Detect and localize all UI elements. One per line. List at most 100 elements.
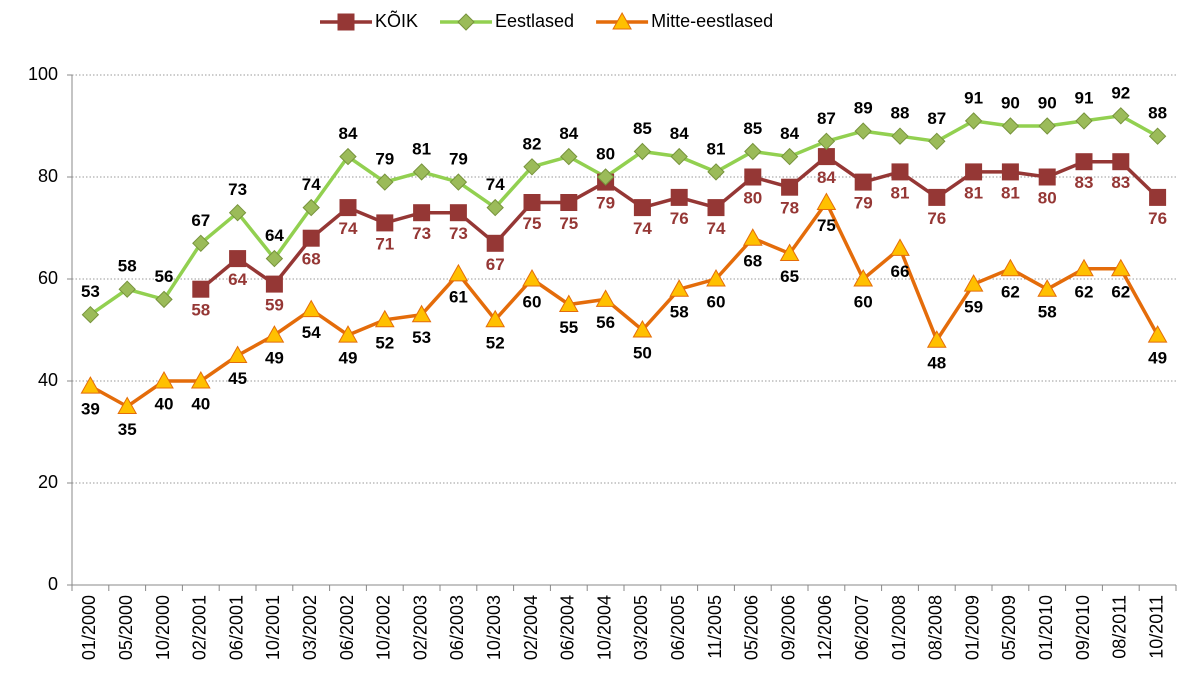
data-point <box>964 112 983 130</box>
data-point <box>374 309 395 328</box>
y-tick-label: 100 <box>28 64 58 84</box>
series-line <box>89 113 1159 317</box>
data-label: 71 <box>375 234 394 253</box>
data-point <box>411 304 432 323</box>
data-point <box>486 234 504 252</box>
data-label: 73 <box>412 224 431 243</box>
data-label: 89 <box>854 99 873 118</box>
data-label: 83 <box>1075 173 1094 192</box>
data-label: 74 <box>707 219 726 238</box>
x-tick-label: 02/2001 <box>190 595 210 660</box>
data-point <box>853 268 874 287</box>
data-point <box>1147 325 1168 343</box>
data-label: 87 <box>817 109 836 128</box>
data-point <box>890 238 910 256</box>
legend-marker <box>457 13 475 31</box>
data-point <box>190 370 211 389</box>
x-tick-label: 09/2010 <box>1073 595 1093 660</box>
x-tick-label: 06/2003 <box>447 595 467 660</box>
data-label: 39 <box>81 400 100 419</box>
data-point <box>1038 117 1056 135</box>
data-point <box>81 305 100 324</box>
data-label: 58 <box>191 301 210 320</box>
data-point <box>669 279 690 297</box>
data-point <box>854 122 872 140</box>
data-label: 67 <box>486 255 505 274</box>
x-tick-label: 10/2000 <box>153 595 173 660</box>
data-label: 53 <box>81 282 100 301</box>
data-point <box>1148 127 1167 145</box>
data-point <box>117 396 138 414</box>
data-point <box>80 376 101 394</box>
data-label: 75 <box>523 214 542 233</box>
data-label: 58 <box>670 303 689 322</box>
data-point <box>1149 188 1167 206</box>
data-label: 81 <box>707 139 726 158</box>
data-point <box>965 163 983 181</box>
data-point <box>1001 163 1019 181</box>
data-point <box>744 142 762 161</box>
x-tick-label: 02/2003 <box>410 595 430 660</box>
data-point <box>817 148 835 166</box>
data-point <box>523 194 541 211</box>
data-point <box>339 199 357 217</box>
y-tick-label: 60 <box>38 268 58 288</box>
data-point <box>633 142 652 161</box>
data-point <box>338 325 358 343</box>
data-point <box>780 147 799 166</box>
data-label: 68 <box>302 250 321 269</box>
data-label: 87 <box>927 109 946 128</box>
data-label: 79 <box>854 194 873 213</box>
data-label: 79 <box>596 194 615 213</box>
data-point <box>928 188 946 206</box>
data-point <box>1112 107 1130 125</box>
data-label: 74 <box>339 219 358 238</box>
data-label: 79 <box>449 150 468 169</box>
data-label: 52 <box>375 333 394 352</box>
x-tick-label: 05/2000 <box>116 595 136 660</box>
data-label: 49 <box>265 349 284 368</box>
data-point <box>227 345 248 363</box>
data-label: 73 <box>228 180 247 199</box>
data-label: 45 <box>228 369 247 388</box>
data-point <box>448 263 469 282</box>
data-label: 62 <box>1075 282 1094 301</box>
data-point <box>558 294 579 312</box>
data-label: 83 <box>1111 173 1130 192</box>
data-label: 78 <box>780 199 799 218</box>
data-label: 74 <box>486 175 505 194</box>
data-label: 81 <box>412 139 431 158</box>
data-point <box>229 250 247 268</box>
x-tick-label: 02/2004 <box>521 595 541 660</box>
x-tick-label: 03/2002 <box>300 595 320 660</box>
data-point <box>707 163 725 181</box>
data-label: 81 <box>891 183 910 202</box>
data-point <box>854 173 872 191</box>
legend-label: Eestlased <box>495 11 574 31</box>
data-point <box>1001 117 1020 135</box>
data-label: 74 <box>302 175 321 194</box>
data-point <box>744 168 762 186</box>
data-label: 59 <box>265 296 284 315</box>
data-label: 84 <box>780 124 799 143</box>
data-label: 60 <box>523 292 542 311</box>
data-point <box>412 163 431 181</box>
y-tick-label: 40 <box>38 370 58 390</box>
data-label: 91 <box>964 88 983 107</box>
x-tick-label: 05/2006 <box>742 595 762 660</box>
data-label: 58 <box>1038 303 1057 322</box>
data-point <box>449 204 467 222</box>
x-tick-label: 10/2003 <box>484 595 504 660</box>
data-label: 74 <box>633 219 652 238</box>
data-point <box>118 280 136 298</box>
data-point <box>670 188 688 206</box>
data-label: 40 <box>155 394 174 413</box>
data-label: 88 <box>1148 104 1167 123</box>
legend-marker <box>337 13 355 31</box>
data-label: 49 <box>1148 349 1167 368</box>
data-label: 85 <box>743 119 762 138</box>
data-label: 68 <box>743 252 762 271</box>
data-point <box>265 249 284 268</box>
data-label: 60 <box>707 292 726 311</box>
